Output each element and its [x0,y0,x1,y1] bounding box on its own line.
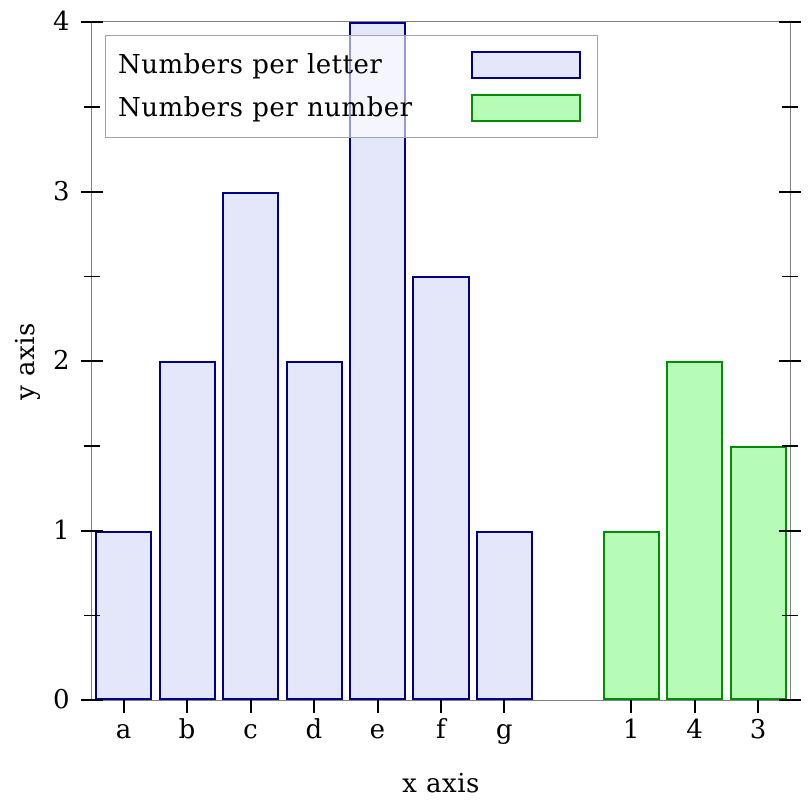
legend-item-numbers: Numbers per number [118,93,581,123]
y-major-tick-right-0 [779,699,801,701]
legend-swatch-letters [471,51,581,80]
legend: Numbers per letter Numbers per number [105,35,598,138]
y-major-tick-left-3 [81,190,103,193]
bar-c [222,191,280,700]
x-tick-e [376,700,379,713]
x-tick-c [249,700,252,713]
x-tick-label-c: c [243,715,259,745]
x-tick-label-d: d [305,715,323,745]
x-tick-d [313,700,316,713]
x-tick-1 [630,700,633,713]
y-major-tick-right-4 [779,21,801,23]
x-tick-g [503,700,506,713]
y-minor-tick-right-3.5 [782,106,798,108]
x-tick-label-f: f [435,715,447,745]
y-tick-label-2: 2 [52,346,70,376]
y-tick-label-0: 0 [52,685,70,715]
y-tick-label-4: 4 [52,7,70,37]
legend-item-letters: Numbers per letter [118,50,581,80]
x-tick-3 [757,700,760,713]
bar-b [158,361,216,700]
y-major-tick-left-1 [81,529,103,532]
legend-swatch-numbers [471,93,581,122]
y-minor-tick-right-0.5 [782,614,798,616]
x-tick-label-e: e [369,715,386,745]
x-tick-label-b: b [178,715,196,745]
x-tick-label-g: g [495,715,514,745]
x-axis-title: x axis [402,769,480,799]
x-tick-label-3: 3 [749,715,767,745]
bar-d [285,361,343,700]
legend-label-numbers: Numbers per number [118,92,413,123]
bar-4 [666,361,724,700]
bar-a [95,530,153,700]
y-minor-tick-left-1.5 [84,445,100,447]
y-tick-label-1: 1 [52,515,70,546]
y-minor-tick-left-0.5 [84,614,100,616]
x-tick-4 [693,700,696,713]
legend-label-letters: Numbers per letter [118,50,383,81]
y-major-tick-right-2 [779,360,801,362]
y-major-tick-right-3 [779,190,801,193]
y-minor-tick-left-2.5 [84,275,100,277]
bar-3 [729,445,787,700]
y-minor-tick-right-1.5 [782,445,798,447]
y-major-tick-left-0 [81,699,103,701]
y-major-tick-left-2 [81,360,103,362]
x-tick-label-1: 1 [622,715,640,745]
y-minor-tick-left-3.5 [84,106,100,108]
bar-1 [602,530,660,700]
y-tick-label-3: 3 [52,176,70,207]
x-tick-label-a: a [115,715,132,745]
y-minor-tick-right-2.5 [782,275,798,277]
y-major-tick-right-1 [779,529,801,532]
x-tick-b [186,700,189,713]
bar-f [412,276,470,700]
y-major-tick-left-4 [81,21,103,23]
bar-g [475,530,533,700]
x-tick-label-4: 4 [686,715,704,745]
x-tick-a [122,700,125,713]
y-axis-title: y axis [11,322,41,400]
x-tick-f [440,700,442,713]
